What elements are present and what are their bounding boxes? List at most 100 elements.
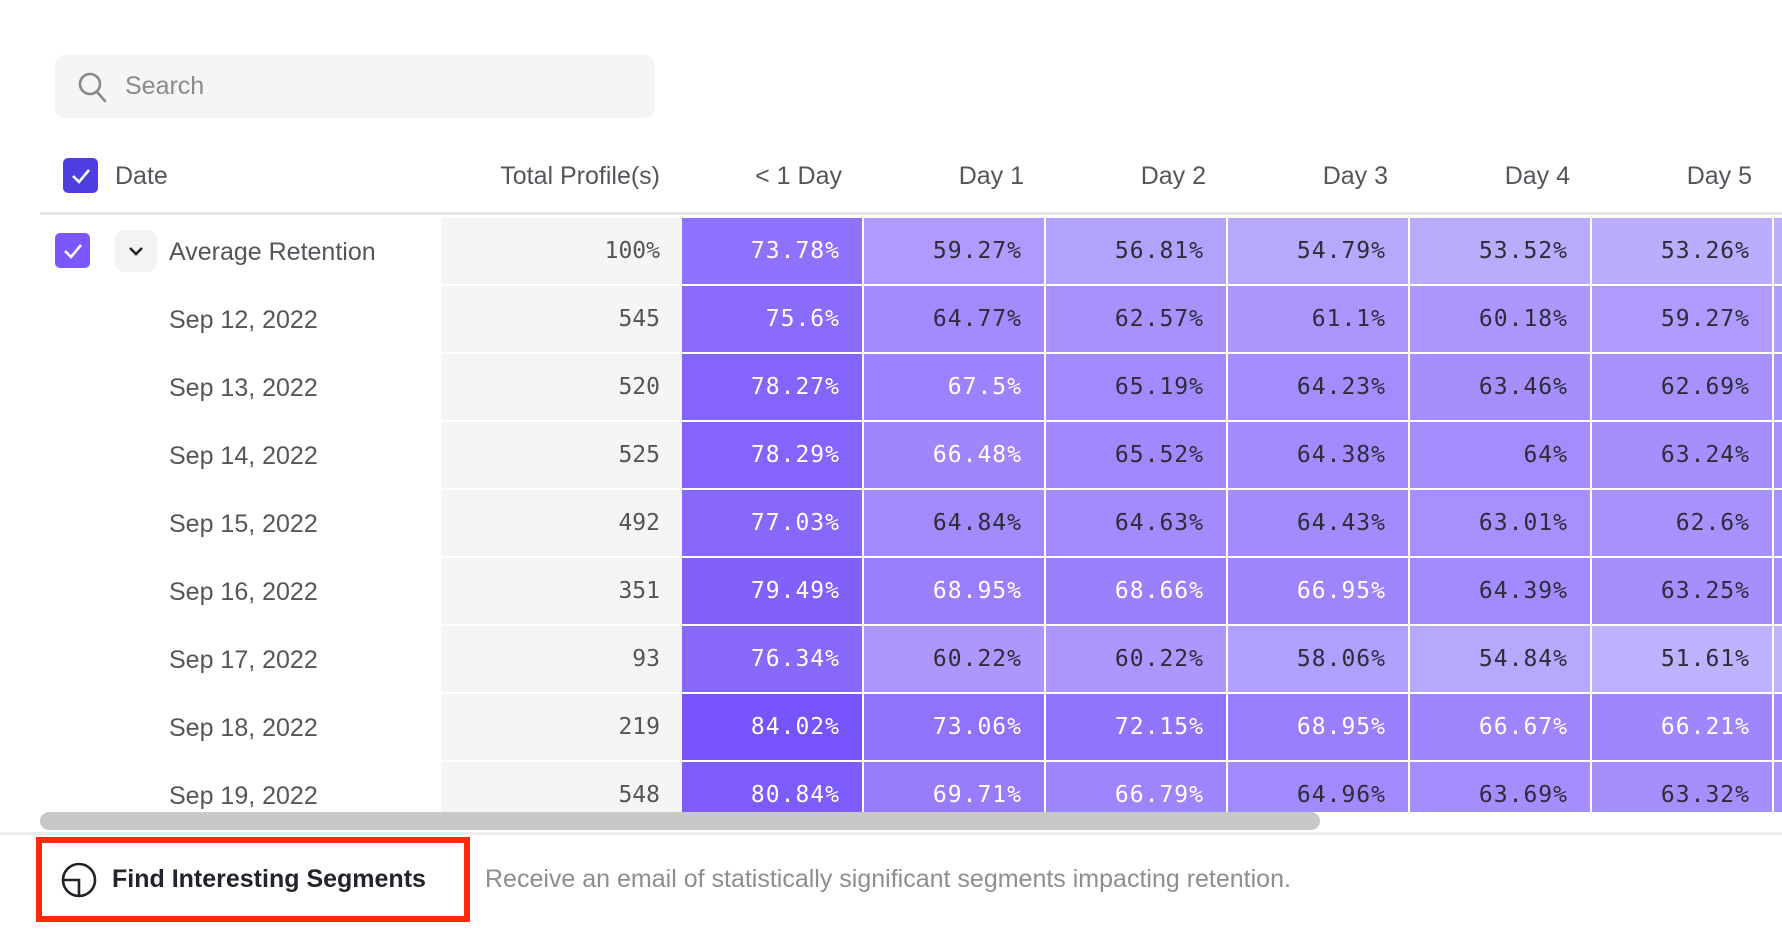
retention-cell[interactable]: 64.43% [1228, 490, 1408, 556]
retention-cell[interactable]: 62.69% [1592, 354, 1772, 420]
retention-cell[interactable]: 79.49% [682, 558, 862, 624]
retention-cell[interactable]: 78.27% [682, 354, 862, 420]
header-day-3[interactable]: Day 3 [1322, 162, 1388, 190]
retention-cell[interactable]: 63.46% [1410, 354, 1590, 420]
retention-cell[interactable]: 53.26% [1592, 218, 1772, 284]
retention-cell-partial[interactable] [1774, 218, 1782, 284]
retention-cell[interactable]: 62.57% [1046, 286, 1226, 352]
retention-cell[interactable]: 64.38% [1228, 422, 1408, 488]
retention-cell[interactable]: 65.52% [1046, 422, 1226, 488]
table-row[interactable]: Sep 17, 2022 93 76.34% 60.22% 60.22% 58.06% 54… [40, 626, 1782, 694]
retention-cell[interactable]: 63.32% [1592, 762, 1772, 812]
collapse-button[interactable] [115, 230, 157, 272]
total-profiles-cell: 351 [441, 558, 682, 624]
table-row[interactable]: Sep 12, 2022 545 75.6% 64.77% 62.57% 61.1% 60.… [40, 286, 1782, 354]
table-row[interactable]: Sep 13, 2022 520 78.27% 67.5% 65.19% 64.23% 63… [40, 354, 1782, 422]
retention-cell[interactable]: 60.22% [1046, 626, 1226, 692]
table-row[interactable]: Sep 14, 2022 525 78.29% 66.48% 65.52% 64.38% 6… [40, 422, 1782, 490]
total-profiles-cell: 545 [441, 286, 682, 352]
retention-cell[interactable]: 60.18% [1410, 286, 1590, 352]
retention-cell[interactable]: 77.03% [682, 490, 862, 556]
retention-cell[interactable]: 72.15% [1046, 694, 1226, 760]
header-day-5[interactable]: Day 5 [1686, 162, 1752, 190]
retention-cell-partial[interactable] [1774, 354, 1782, 420]
header-day-4[interactable]: Day 4 [1504, 162, 1570, 190]
retention-cell[interactable]: 63.24% [1592, 422, 1772, 488]
average-retention-row[interactable]: Average Retention 100% 73.78% 59.27% 56.81% 5… [40, 218, 1782, 286]
retention-cell[interactable]: 73.06% [864, 694, 1044, 760]
checkmark-icon [63, 243, 82, 259]
average-checkbox[interactable] [55, 233, 90, 268]
row-date: Sep 15, 2022 [169, 510, 318, 538]
retention-cell[interactable]: 67.5% [864, 354, 1044, 420]
retention-cell[interactable]: 63.69% [1410, 762, 1590, 812]
retention-cell[interactable]: 64.39% [1410, 558, 1590, 624]
table-row[interactable]: Sep 16, 2022 351 79.49% 68.95% 68.66% 66.95% 6… [40, 558, 1782, 626]
retention-cell-partial[interactable] [1774, 558, 1782, 624]
retention-cell[interactable]: 59.27% [864, 218, 1044, 284]
retention-cell[interactable]: 63.01% [1410, 490, 1590, 556]
horizontal-scrollbar[interactable] [40, 812, 1320, 830]
retention-cell[interactable]: 66.21% [1592, 694, 1772, 760]
retention-cell[interactable]: 66.95% [1228, 558, 1408, 624]
retention-cell[interactable]: 53.52% [1410, 218, 1590, 284]
total-profiles-cell: 548 [441, 762, 682, 812]
retention-cell[interactable]: 66.79% [1046, 762, 1226, 812]
retention-cell[interactable]: 64.23% [1228, 354, 1408, 420]
retention-cell[interactable]: 56.81% [1046, 218, 1226, 284]
retention-cell[interactable]: 66.67% [1410, 694, 1590, 760]
find-interesting-segments-button[interactable]: Find Interesting Segments [36, 837, 470, 922]
retention-cell[interactable]: 64.96% [1228, 762, 1408, 812]
retention-cell[interactable]: 80.84% [682, 762, 862, 812]
select-all-checkbox[interactable] [63, 158, 98, 193]
retention-cell[interactable]: 64.77% [864, 286, 1044, 352]
retention-cell[interactable]: 54.79% [1228, 218, 1408, 284]
retention-cell-partial[interactable] [1774, 490, 1782, 556]
retention-cell[interactable]: 64.84% [864, 490, 1044, 556]
total-profiles-cell: 525 [441, 422, 682, 488]
header-day-1[interactable]: Day 1 [958, 162, 1024, 190]
retention-cell-partial[interactable] [1774, 422, 1782, 488]
retention-cell[interactable]: 68.95% [1228, 694, 1408, 760]
retention-cell[interactable]: 73.78% [682, 218, 862, 284]
header-day-2[interactable]: Day 2 [1140, 162, 1206, 190]
table-row[interactable]: Sep 19, 2022 548 80.84% 69.71% 66.79% 64.96% 6… [40, 762, 1782, 812]
retention-cell[interactable]: 60.22% [864, 626, 1044, 692]
retention-cell[interactable]: 65.19% [1046, 354, 1226, 420]
table-header: Date Total Profile(s) < 1 Day Day 1 Day 2 D… [40, 140, 1782, 215]
header-total-profiles[interactable]: Total Profile(s) [500, 162, 660, 190]
retention-cell[interactable]: 63.25% [1592, 558, 1772, 624]
header-date[interactable]: Date [115, 162, 168, 190]
retention-cell[interactable]: 59.27% [1592, 286, 1772, 352]
header-day-0[interactable]: < 1 Day [755, 162, 842, 190]
retention-cell[interactable]: 66.48% [864, 422, 1044, 488]
search-icon [78, 72, 107, 102]
retention-cell[interactable]: 68.66% [1046, 558, 1226, 624]
retention-cell-partial[interactable] [1774, 286, 1782, 352]
retention-cell[interactable]: 54.84% [1410, 626, 1590, 692]
chevron-down-icon [129, 247, 143, 256]
retention-cell[interactable]: 62.6% [1592, 490, 1772, 556]
retention-cell[interactable]: 75.6% [682, 286, 862, 352]
retention-table: Date Total Profile(s) < 1 Day Day 1 Day 2 D… [40, 140, 1782, 812]
search-field[interactable] [55, 55, 655, 118]
table-row[interactable]: Sep 18, 2022 219 84.02% 73.06% 72.15% 68.95% 6… [40, 694, 1782, 762]
retention-cell-partial[interactable] [1774, 626, 1782, 692]
retention-cell-partial[interactable] [1774, 762, 1782, 812]
retention-cell[interactable]: 69.71% [864, 762, 1044, 812]
total-profiles-cell: 100% [441, 218, 682, 284]
retention-cell[interactable]: 76.34% [682, 626, 862, 692]
retention-cell[interactable]: 68.95% [864, 558, 1044, 624]
retention-cell[interactable]: 78.29% [682, 422, 862, 488]
row-date: Sep 12, 2022 [169, 306, 318, 334]
retention-cell[interactable]: 64.63% [1046, 490, 1226, 556]
row-date: Sep 13, 2022 [169, 374, 318, 402]
retention-cell[interactable]: 64% [1410, 422, 1590, 488]
retention-cell[interactable]: 58.06% [1228, 626, 1408, 692]
retention-cell-partial[interactable] [1774, 694, 1782, 760]
search-input[interactable] [123, 71, 607, 102]
retention-cell[interactable]: 61.1% [1228, 286, 1408, 352]
retention-cell[interactable]: 84.02% [682, 694, 862, 760]
retention-cell[interactable]: 51.61% [1592, 626, 1772, 692]
table-row[interactable]: Sep 15, 2022 492 77.03% 64.84% 64.63% 64.43% 6… [40, 490, 1782, 558]
